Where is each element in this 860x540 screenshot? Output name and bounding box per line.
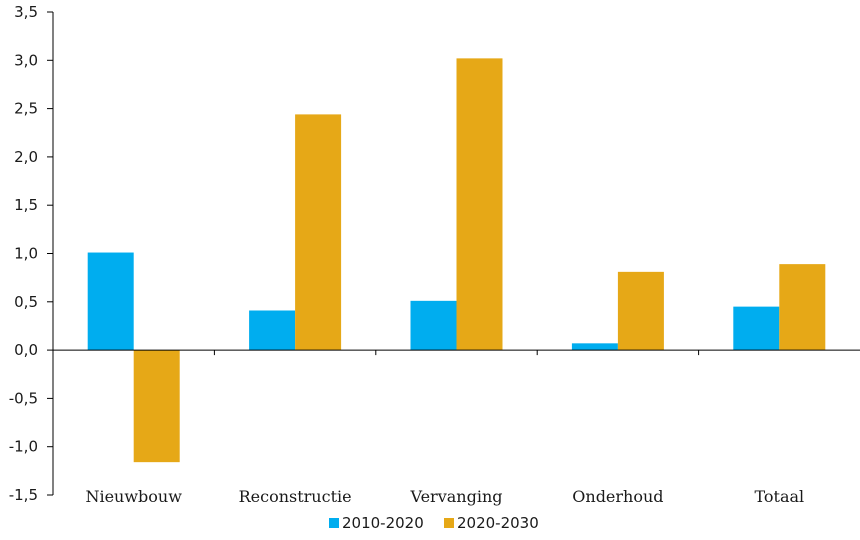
- bar-series-1: [410, 300, 457, 351]
- bar-series: [87, 58, 826, 463]
- axes: [52, 12, 860, 495]
- bar-series-2: [617, 271, 664, 351]
- x-tick-label: Reconstructie: [239, 487, 352, 506]
- x-tick-label: Onderhoud: [572, 487, 663, 506]
- y-axis-ticks: -1,5 -1,0 -0,5 0,0 0,5 1,0 1,5 2,0 2,5 3,0 3,5: [9, 3, 53, 504]
- y-tick-label: 3,5: [14, 3, 38, 21]
- y-tick-label: 0,0: [14, 341, 38, 359]
- bar-series-2: [133, 350, 180, 463]
- x-axis-labels: Nieuwbouw Reconstructie Vervanging Onderhou…: [85, 487, 804, 506]
- legend-label: 2010-2020: [342, 514, 424, 532]
- y-tick-label: 2,5: [14, 100, 38, 118]
- legend-swatch: [444, 518, 454, 528]
- x-tick-label: Totaal: [754, 487, 804, 506]
- y-tick-label: 0,5: [14, 293, 38, 311]
- bar-series-2: [779, 264, 826, 351]
- legend: 2010-2020 2020-2030: [329, 514, 539, 532]
- legend-label: 2020-2030: [457, 514, 539, 532]
- bar-series-1: [733, 306, 780, 351]
- y-tick-label: 3,0: [14, 51, 38, 69]
- bar-series-1: [249, 310, 296, 351]
- x-tick-label: Vervanging: [410, 487, 503, 506]
- y-tick-label: -1,5: [9, 486, 38, 504]
- x-tick-label: Nieuwbouw: [85, 487, 182, 506]
- bar-series-1: [571, 343, 618, 351]
- bar-series-2: [295, 114, 342, 351]
- y-tick-label: 1,0: [14, 245, 38, 263]
- y-tick-label: 1,5: [14, 196, 38, 214]
- bar-series-2: [456, 58, 503, 351]
- y-tick-label: -0,5: [9, 389, 38, 407]
- bar-series-1: [87, 252, 134, 351]
- y-tick-label: 2,0: [14, 148, 38, 166]
- legend-swatch: [329, 518, 339, 528]
- y-tick-label: -1,0: [9, 438, 38, 456]
